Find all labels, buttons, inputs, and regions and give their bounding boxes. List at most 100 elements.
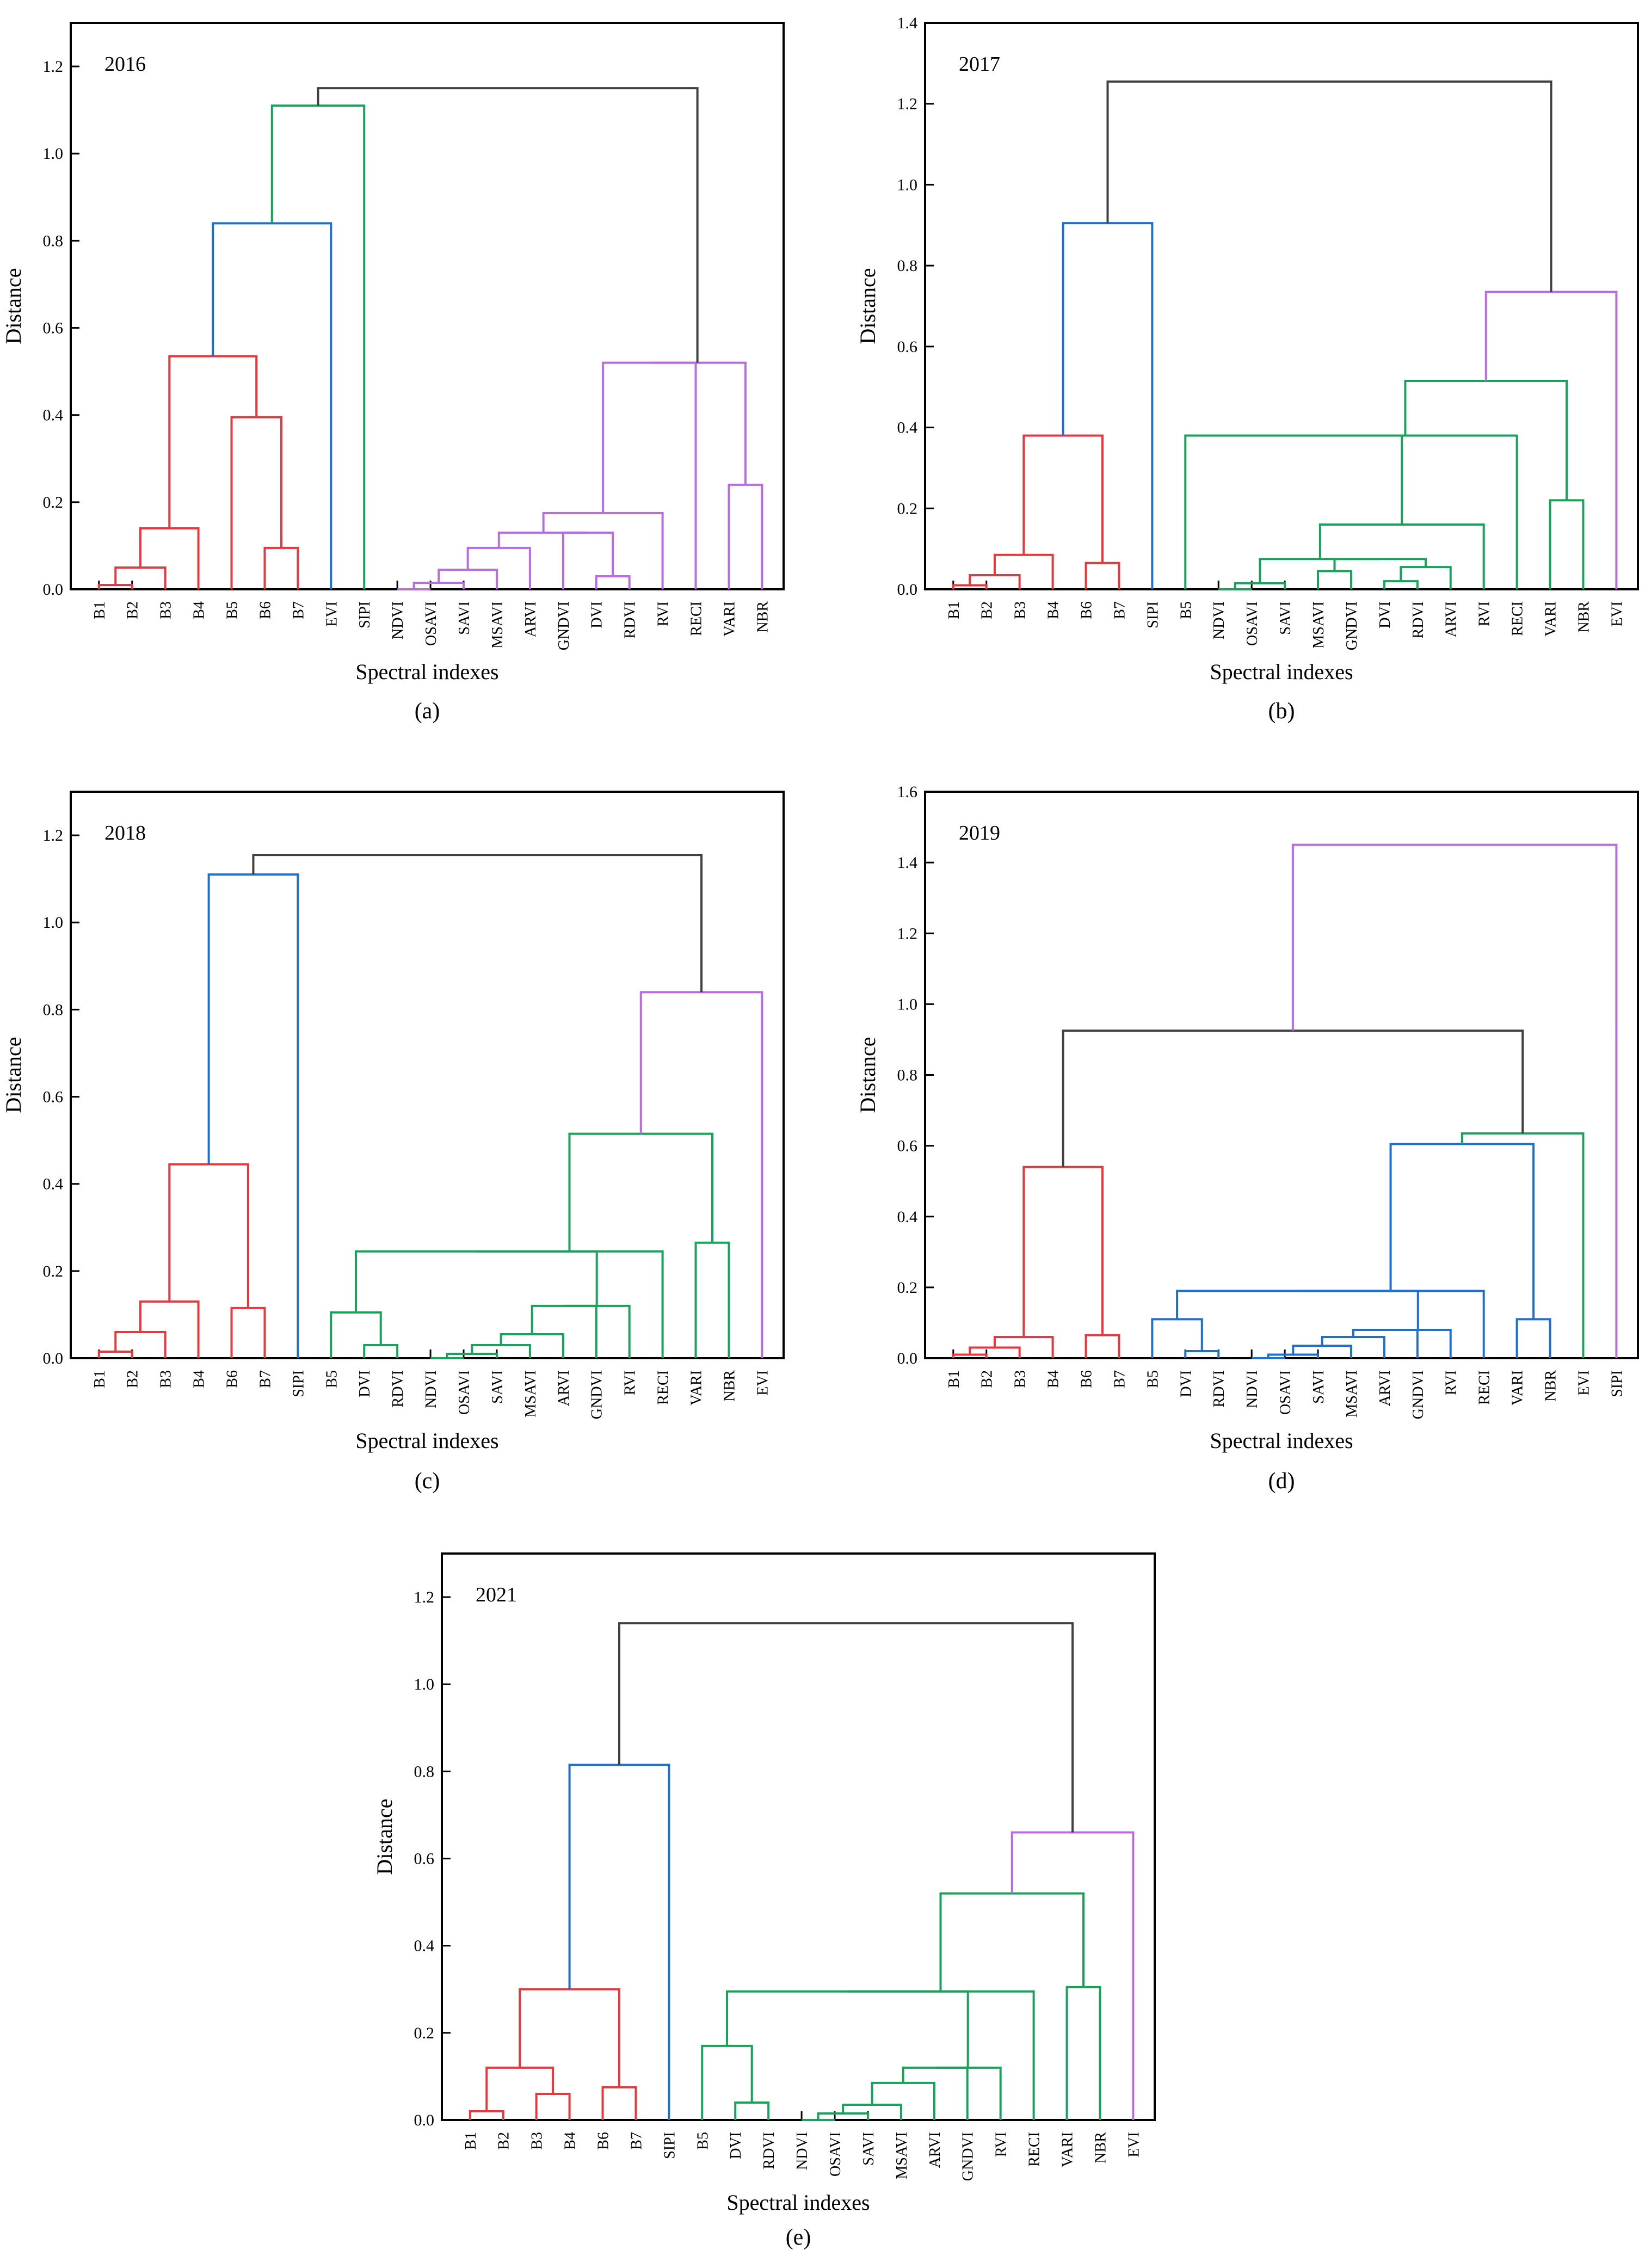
merge-link (1234, 582, 1286, 589)
leaf-label-ndvi: NDVI (423, 1370, 440, 1408)
y-tick-label: 0.0 (43, 581, 64, 599)
y-tick-label: 1.4 (897, 14, 918, 32)
leaf-label-b5: B5 (1178, 601, 1194, 619)
plot-frame (924, 22, 1639, 590)
merge-link (935, 2066, 1002, 2120)
leaf-label-gndvi: GNDVI (1410, 1370, 1427, 1419)
panel-caption: (b) (1268, 699, 1295, 724)
y-tick-label: 0.2 (897, 1279, 918, 1297)
merge-link (1085, 562, 1120, 589)
y-tick-label: 1.4 (897, 854, 918, 872)
merge-link (471, 1343, 531, 1358)
y-tick-label: 1.0 (43, 914, 64, 932)
leaf-label-osavi: OSAVI (1277, 1370, 1294, 1415)
merge-link (485, 2066, 555, 2111)
leaf-label-b4: B4 (1045, 601, 1062, 619)
merge-link (817, 2112, 869, 2120)
plot-frame (924, 791, 1639, 1359)
merge-link (1484, 291, 1618, 589)
leaf-label-sipi: SIPI (356, 601, 373, 628)
merge-link (734, 2101, 770, 2120)
leaf-label-reci: RECI (1476, 1370, 1493, 1405)
y-tick-label: 0.4 (897, 419, 918, 437)
y-tick-label: 0.6 (43, 319, 64, 337)
merge-link (355, 1250, 598, 1312)
merge-link (469, 2110, 504, 2120)
leaf-label-reci: RECI (655, 1370, 672, 1405)
y-tick-label: 0.4 (897, 1208, 918, 1226)
leaf-label-b5: B5 (224, 601, 241, 619)
merge-link (1317, 570, 1352, 589)
merge-link (728, 483, 763, 589)
leaf-label-nbr: NBR (1092, 2132, 1109, 2164)
leaf-label-dvi: DVI (1178, 1370, 1194, 1397)
merge-link (270, 104, 366, 589)
x-axis-label: Spectral indexes (355, 660, 498, 684)
leaf-label-b3: B3 (1012, 601, 1029, 619)
leaf-label-b6: B6 (224, 1370, 241, 1388)
merge-link (969, 574, 1021, 589)
merge-link (438, 568, 498, 589)
merge-link (1291, 843, 1618, 1358)
leaf-label-ndvi: NDVI (794, 2132, 811, 2170)
merge-link (902, 2066, 969, 2120)
y-tick-label: 0.8 (414, 1762, 435, 1780)
y-tick-label: 1.2 (897, 95, 918, 113)
y-tick-label: 0.8 (897, 1067, 918, 1084)
merge-link (1022, 434, 1104, 563)
chart-2018: 0.0 0.2 0.4 0.6 0.8 1.0 1.2 B1 B2 B3 B4 B6 B7 SIPI B5 D… (1, 791, 785, 1494)
leaf-label-b7: B7 (1111, 601, 1128, 619)
chart-title: 2017 (959, 53, 1000, 76)
y-tick-label: 0.4 (414, 1937, 435, 1955)
merge-link (842, 2103, 902, 2120)
leaf-label-b2: B2 (979, 1370, 996, 1388)
leaf-label-b1: B1 (91, 601, 108, 619)
leaf-label-b3: B3 (1012, 1370, 1029, 1388)
leaf-label-savi: SAVI (1277, 601, 1294, 635)
leaf-label-b3: B3 (158, 1370, 175, 1388)
merge-link (139, 527, 200, 589)
panel-caption: (e) (786, 2225, 811, 2250)
y-tick-label: 1.2 (414, 1588, 435, 1606)
leaf-label-vari: VARI (1543, 601, 1560, 637)
merge-link (1319, 523, 1485, 589)
merge-link (1062, 222, 1154, 589)
leaf-label-gndvi: GNDVI (556, 601, 572, 650)
merge-link (263, 546, 299, 589)
merge-link (1400, 566, 1452, 589)
leaf-label-vari: VARI (721, 601, 738, 637)
leaf-label-b6: B6 (595, 2132, 612, 2150)
y-axis-label: Distance (1, 1037, 26, 1113)
leaf-label-b1: B1 (91, 1370, 108, 1388)
merge-link (939, 1892, 1085, 1992)
merge-link (230, 1306, 266, 1358)
leaf-label-savi: SAVI (860, 2132, 877, 2166)
merge-link (1292, 1345, 1352, 1358)
chart-title: 2016 (104, 53, 146, 76)
leaf-label-sipi: SIPI (290, 1370, 307, 1397)
leaf-label-gndvi: GNDVI (960, 2132, 977, 2181)
y-tick-label: 0.0 (43, 1349, 64, 1367)
leaf-label-b1: B1 (946, 1370, 963, 1388)
leaf-label-b1: B1 (463, 2132, 479, 2150)
leaf-label-b7: B7 (290, 601, 307, 619)
y-tick-label: 0.8 (43, 232, 64, 250)
merge-link (1062, 1030, 1524, 1167)
merge-link (564, 1304, 631, 1358)
leaf-label-b3: B3 (529, 2132, 546, 2150)
leaf-label-arvi: ARVI (522, 601, 539, 637)
merge-link (114, 566, 167, 589)
merge-link (535, 2092, 571, 2120)
chart-2017: 0.0 0.2 0.4 0.6 0.8 1.0 1.2 1.4 B1 B2 B3 B4 B6 B7 SIPI… (855, 14, 1639, 724)
leaf-label-gndvi: GNDVI (1344, 601, 1360, 650)
merge-link (1352, 1328, 1419, 1358)
merge-link (568, 1132, 713, 1252)
x-axis-label: Spectral indexes (355, 1428, 498, 1453)
merge-link (618, 1622, 1074, 1833)
merge-link (168, 355, 258, 528)
y-axis-label: Distance (855, 1037, 880, 1113)
chart-2021: 0.0 0.2 0.4 0.6 0.8 1.0 1.2 B1 B2 B3 B4 B6 B7 SIPI B5 D… (372, 1552, 1156, 2250)
plot-frame (441, 1552, 1156, 2121)
plot-frame (70, 22, 785, 590)
